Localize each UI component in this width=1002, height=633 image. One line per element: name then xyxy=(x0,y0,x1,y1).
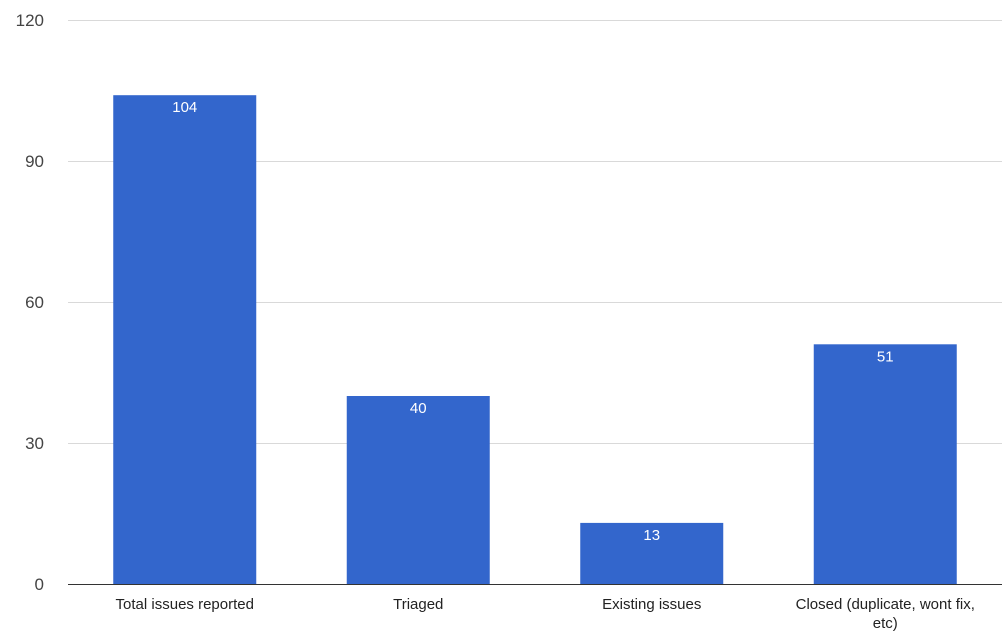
y-axis-ticks: 0 30 60 90 120 xyxy=(16,11,44,594)
bar xyxy=(346,396,490,584)
bar xyxy=(113,95,257,584)
bar xyxy=(580,522,724,584)
data-labels: 104 40 13 51 xyxy=(172,99,893,544)
bar-value-label: 104 xyxy=(172,99,197,116)
x-tick-label: Triaged xyxy=(393,596,443,613)
bars xyxy=(113,95,957,584)
bar xyxy=(813,344,957,584)
x-tick-label: Existing issues xyxy=(602,596,701,613)
bar-value-label: 51 xyxy=(877,348,894,365)
y-tick-label: 60 xyxy=(25,293,44,312)
bar-value-label: 13 xyxy=(643,527,660,544)
y-tick-label: 0 xyxy=(35,575,44,594)
y-tick-label: 90 xyxy=(25,152,44,171)
x-tick-label: Total issues reported xyxy=(116,596,254,613)
y-tick-label: 30 xyxy=(25,434,44,453)
bar-value-label: 40 xyxy=(410,400,427,417)
x-tick-label: Closed (duplicate, wont fix, etc) xyxy=(796,596,975,632)
y-tick-label: 120 xyxy=(16,11,44,30)
x-axis-ticks: Total issues reported Triaged Existing iss… xyxy=(116,596,975,632)
